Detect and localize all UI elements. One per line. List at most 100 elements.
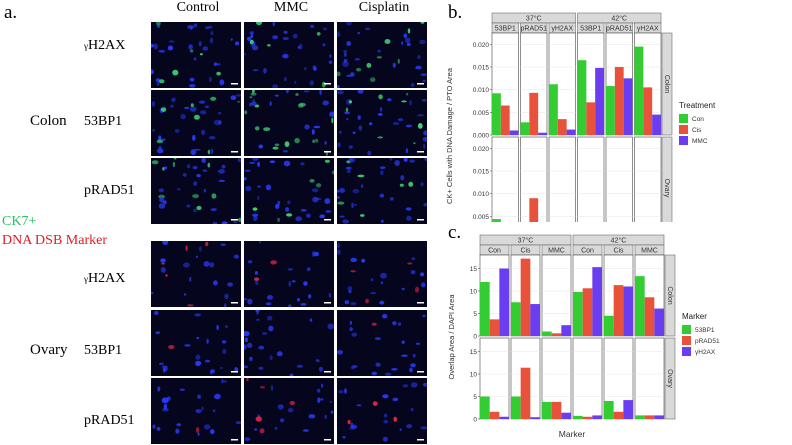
- facet-panel: [541, 254, 572, 337]
- facet-label-inner: pRAD51: [521, 26, 548, 33]
- facet-strip-row: [664, 254, 676, 337]
- y-tick-label: 0: [473, 334, 477, 341]
- bar-53bp1: [480, 282, 490, 336]
- legend-swatch: [679, 114, 688, 123]
- bar-prad51: [582, 288, 593, 336]
- bar-mmc: [509, 130, 519, 135]
- facet-label-inner: 53BP1: [495, 26, 516, 33]
- facet-label-inner: γH2AX: [637, 26, 659, 33]
- legend-label: pRAD51: [695, 338, 720, 345]
- bar-h2ax: [561, 412, 571, 419]
- micrograph-tile: [151, 241, 241, 307]
- bar-53bp1: [480, 396, 490, 419]
- bar-h2ax: [592, 267, 602, 336]
- bar-cis: [643, 87, 653, 135]
- legend-title: Treatment: [679, 101, 716, 110]
- bar-h2ax: [499, 268, 509, 336]
- bar-prad51: [644, 415, 655, 419]
- bar-53bp1: [542, 401, 552, 419]
- bar-cis: [586, 102, 596, 135]
- bar-prad51: [613, 285, 624, 336]
- bar-mmc: [566, 129, 576, 135]
- bar-prad51: [551, 401, 562, 419]
- bar-prad51: [489, 319, 500, 336]
- row-label-ovary-53bp1: 53BP1: [84, 343, 123, 358]
- legend-label: MMC: [692, 138, 708, 145]
- facet-label-row: Ovary: [666, 369, 673, 388]
- micrograph-tile: [337, 378, 427, 444]
- micrograph-tile: [151, 22, 241, 88]
- bar-prad51: [489, 411, 500, 419]
- y-tick-label: 0.020: [473, 146, 490, 153]
- legend-swatch: [679, 125, 688, 134]
- bar-mmc: [538, 132, 547, 135]
- y-tick-label: 0.005: [473, 214, 490, 221]
- bar-53bp1: [573, 415, 583, 419]
- facet-label-inner: MMC: [548, 248, 565, 255]
- facet-label-inner: 53BP1: [580, 26, 601, 33]
- legend-ck7: CK7+: [2, 214, 37, 229]
- bar-con: [520, 122, 530, 135]
- bar-con: [492, 93, 501, 135]
- y-tick-label: 15: [470, 349, 478, 356]
- facet-label-row: Colon: [663, 75, 670, 93]
- bar-mmc: [595, 67, 604, 135]
- micrograph-tile: [244, 378, 334, 444]
- legend-swatch: [682, 325, 691, 334]
- y-tick-label: 10: [470, 372, 478, 379]
- facet-label-temperature: 37°C: [518, 237, 534, 245]
- bar-prad51: [551, 333, 562, 336]
- facet-label-row: Ovary: [663, 179, 670, 198]
- y-tick-label: 0.005: [473, 110, 490, 117]
- facet-label-inner: γH2AX: [551, 26, 573, 33]
- facet-label-row: Colon: [666, 286, 673, 304]
- chart-c: 37°C 42°C Con Cis MMC Con Cis MMC Colon 0 5 10 15 Ova…: [447, 234, 720, 439]
- micrograph-tile: [337, 241, 427, 307]
- micrograph-tile: [244, 158, 334, 224]
- bar-prad51: [644, 297, 655, 336]
- facet-label-inner: Cis: [520, 248, 531, 255]
- legend-dsb-marker: DNA DSB Marker: [2, 233, 107, 248]
- bar-h2ax: [592, 415, 602, 419]
- row-label-colon-h2ax: γH2AX: [84, 38, 126, 53]
- facet-label-inner: Con: [581, 248, 594, 255]
- facet-label-inner: Cis: [613, 248, 624, 255]
- facet-label-inner: pRAD51: [606, 26, 633, 33]
- y-axis-label: CK+ Cells with DNA Damage / PTO Area: [445, 67, 454, 204]
- row-label-colon-53bp1: 53BP1: [84, 114, 123, 129]
- y-tick-label: 0.000: [473, 133, 490, 140]
- legend-title: Marker: [682, 312, 707, 321]
- bar-mmc: [652, 114, 661, 135]
- panel-a-label: a.: [4, 2, 18, 23]
- bar-cis: [529, 198, 539, 222]
- y-tick-label: 0: [473, 417, 477, 424]
- y-tick-label: 0.020: [473, 42, 490, 49]
- bar-prad51: [582, 416, 593, 419]
- y-tick-label: 0.010: [473, 191, 490, 198]
- bar-prad51: [520, 258, 531, 336]
- bar-h2ax: [623, 286, 633, 336]
- bar-prad51: [613, 411, 624, 419]
- column-header-mmc: MMC: [273, 0, 309, 15]
- facet-panel: [572, 337, 603, 420]
- facet-strip-row: [661, 32, 673, 136]
- facet-strip-row: [664, 337, 676, 420]
- legend-swatch: [682, 336, 691, 345]
- facet-panel: [605, 136, 633, 222]
- micrograph-tile: [151, 378, 241, 444]
- micrograph-tile: [151, 158, 241, 224]
- micrograph-tile: [337, 22, 427, 88]
- legend-label: Con: [692, 116, 704, 123]
- row-label-ovary-prad51: pRAD51: [84, 413, 135, 428]
- bar-cis: [529, 92, 539, 135]
- bar-h2ax: [561, 325, 571, 336]
- facet-label-inner: Con: [488, 248, 501, 255]
- facet-panel: [577, 136, 605, 222]
- bar-prad51: [520, 367, 531, 419]
- legend-swatch: [679, 136, 688, 145]
- micrograph-tile: [244, 241, 334, 307]
- bar-con: [549, 84, 558, 135]
- tissue-label-ovary: Ovary: [30, 342, 68, 358]
- facet-panel: [634, 337, 665, 420]
